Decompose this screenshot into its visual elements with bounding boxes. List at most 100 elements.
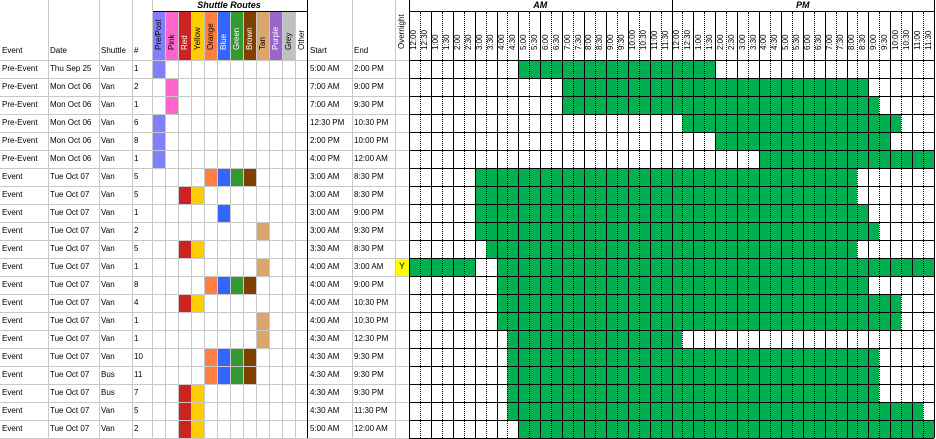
route-cell-yellow[interactable] — [191, 186, 204, 204]
cell-event[interactable]: Event — [2, 316, 23, 325]
schedule-fill[interactable] — [496, 312, 902, 330]
route-cell-red[interactable] — [178, 402, 191, 420]
cell-end[interactable]: 11:30 PM — [354, 406, 388, 415]
cell-shuttle[interactable]: Van — [101, 154, 115, 163]
cell-end[interactable]: 10:30 PM — [354, 316, 389, 325]
cell-num[interactable]: 1 — [134, 208, 139, 217]
route-cell-orange[interactable] — [204, 366, 217, 384]
cell-overnight[interactable] — [395, 312, 409, 330]
route-cell-green[interactable] — [230, 348, 243, 366]
cell-event[interactable]: Pre-Event — [2, 64, 38, 73]
route-cell-brown[interactable] — [243, 348, 256, 366]
cell-overnight[interactable] — [395, 204, 409, 222]
route-cell-red[interactable] — [178, 420, 191, 438]
cell-num[interactable]: 8 — [134, 280, 139, 289]
cell-shuttle[interactable]: Van — [101, 262, 115, 271]
cell-overnight[interactable] — [395, 132, 409, 150]
cell-date[interactable]: Tue Oct 07 — [50, 334, 90, 343]
cell-overnight[interactable] — [395, 348, 409, 366]
cell-shuttle[interactable]: Van — [101, 118, 115, 127]
cell-end[interactable]: 12:00 AM — [354, 424, 388, 433]
cell-num[interactable]: 5 — [134, 190, 139, 199]
cell-num[interactable]: 1 — [134, 262, 139, 271]
cell-num[interactable]: 8 — [134, 136, 139, 145]
cell-start[interactable]: 4:00 PM — [310, 154, 340, 163]
cell-end[interactable]: 3:00 AM — [354, 262, 384, 271]
route-cell-pink[interactable] — [165, 96, 178, 114]
cell-date[interactable]: Tue Oct 07 — [50, 352, 90, 361]
cell-date[interactable]: Mon Oct 06 — [50, 82, 92, 91]
cell-num[interactable]: 11 — [134, 370, 143, 379]
cell-shuttle[interactable]: Van — [101, 172, 115, 181]
cell-end[interactable]: 9:00 PM — [354, 82, 384, 91]
cell-end[interactable]: 12:00 AM — [354, 154, 388, 163]
route-cell-prepost[interactable] — [152, 114, 165, 132]
cell-shuttle[interactable]: Van — [101, 82, 115, 91]
cell-overnight[interactable]: Y — [395, 258, 409, 276]
schedule-fill[interactable] — [474, 168, 858, 186]
route-cell-brown[interactable] — [243, 276, 256, 294]
cell-event[interactable]: Event — [2, 244, 23, 253]
cell-end[interactable]: 9:00 PM — [354, 208, 384, 217]
cell-overnight[interactable] — [395, 78, 409, 96]
cell-overnight[interactable] — [395, 294, 409, 312]
cell-num[interactable]: 1 — [134, 100, 139, 109]
cell-event[interactable]: Event — [2, 298, 23, 307]
cell-num[interactable]: 6 — [134, 118, 139, 127]
cell-shuttle[interactable]: Van — [101, 64, 115, 73]
cell-end[interactable]: 9:00 PM — [354, 280, 384, 289]
cell-end[interactable]: 9:30 PM — [354, 388, 384, 397]
route-cell-tan[interactable] — [256, 258, 269, 276]
cell-overnight[interactable] — [395, 114, 409, 132]
cell-end[interactable]: 8:30 PM — [354, 190, 384, 199]
cell-start[interactable]: 3:00 AM — [310, 226, 340, 235]
route-cell-yellow[interactable] — [191, 294, 204, 312]
schedule-fill[interactable] — [562, 96, 880, 114]
cell-date[interactable]: Tue Oct 07 — [50, 190, 90, 199]
cell-start[interactable]: 3:00 AM — [310, 208, 340, 217]
cell-event[interactable]: Event — [2, 334, 23, 343]
route-cell-orange[interactable] — [204, 276, 217, 294]
cell-num[interactable]: 1 — [134, 64, 139, 73]
cell-date[interactable]: Tue Oct 07 — [50, 244, 90, 253]
schedule-fill[interactable] — [474, 222, 880, 240]
cell-event[interactable]: Pre-Event — [2, 136, 38, 145]
cell-date[interactable]: Tue Oct 07 — [50, 370, 90, 379]
route-cell-red[interactable] — [178, 294, 191, 312]
route-cell-pink[interactable] — [165, 78, 178, 96]
cell-overnight[interactable] — [395, 150, 409, 168]
cell-end[interactable]: 10:30 PM — [354, 298, 389, 307]
cell-date[interactable]: Tue Oct 07 — [50, 406, 90, 415]
route-cell-blue[interactable] — [217, 168, 230, 186]
cell-num[interactable]: 2 — [134, 424, 139, 433]
cell-date[interactable]: Tue Oct 07 — [50, 316, 90, 325]
cell-start[interactable]: 4:30 AM — [310, 406, 340, 415]
route-cell-blue[interactable] — [217, 348, 230, 366]
cell-num[interactable]: 5 — [134, 244, 139, 253]
cell-event[interactable]: Event — [2, 172, 23, 181]
cell-overnight[interactable] — [395, 276, 409, 294]
cell-end[interactable]: 9:30 PM — [354, 226, 384, 235]
route-cell-red[interactable] — [178, 384, 191, 402]
route-cell-prepost[interactable] — [152, 60, 165, 78]
cell-date[interactable]: Mon Oct 06 — [50, 136, 92, 145]
cell-overnight[interactable] — [395, 168, 409, 186]
cell-end[interactable]: 8:30 PM — [354, 244, 384, 253]
cell-date[interactable]: Mon Oct 06 — [50, 100, 92, 109]
cell-start[interactable]: 3:30 AM — [310, 244, 340, 253]
cell-date[interactable]: Mon Oct 06 — [50, 154, 92, 163]
cell-end[interactable]: 9:30 PM — [354, 100, 384, 109]
cell-num[interactable]: 5 — [134, 406, 139, 415]
cell-overnight[interactable] — [395, 60, 409, 78]
cell-start[interactable]: 5:00 AM — [310, 64, 340, 73]
cell-num[interactable]: 1 — [134, 334, 139, 343]
cell-end[interactable]: 9:30 PM — [354, 370, 384, 379]
cell-start[interactable]: 12:30 PM — [310, 118, 345, 127]
cell-shuttle[interactable]: Van — [101, 100, 115, 109]
cell-event[interactable]: Pre-Event — [2, 118, 38, 127]
cell-event[interactable]: Event — [2, 262, 23, 271]
cell-event[interactable]: Pre-Event — [2, 100, 38, 109]
route-cell-yellow[interactable] — [191, 420, 204, 438]
cell-event[interactable]: Event — [2, 208, 23, 217]
cell-overnight[interactable] — [395, 330, 409, 348]
